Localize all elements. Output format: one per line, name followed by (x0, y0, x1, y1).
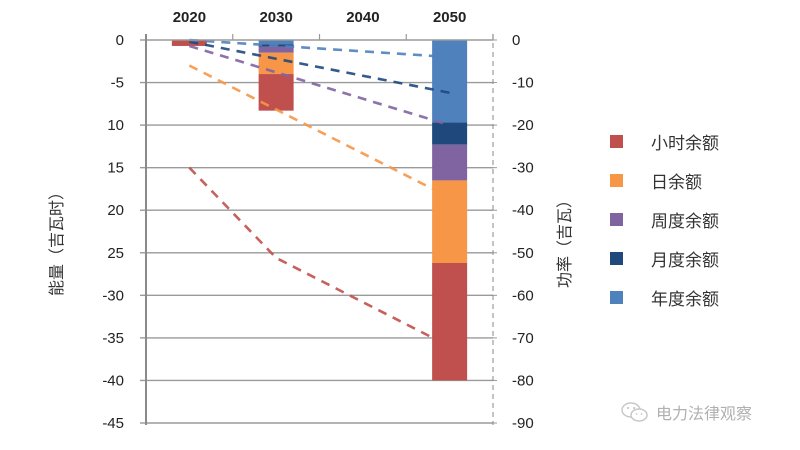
dashed-line (189, 38, 450, 59)
axes (140, 34, 497, 425)
legend: 小时余额 日余额 周度余额 月度余额 年度余额 (610, 122, 719, 317)
left-tick-labels: 0 -5 10 15 20 25 -30 -35 -40 -45 (102, 32, 124, 432)
bar-segment (258, 40, 294, 45)
left-tick-label: 10 (107, 117, 124, 134)
left-tick-label: -45 (102, 415, 124, 432)
left-tick-label: -35 (102, 330, 124, 347)
legend-swatch-hourly (610, 135, 623, 148)
right-tick-label: -30 (512, 160, 534, 177)
legend-item: 周度余额 (610, 200, 719, 239)
bar-segment (432, 144, 468, 181)
left-tick-label: 0 (116, 32, 124, 49)
right-tick-label: -90 (512, 415, 534, 432)
left-tick-label: -30 (102, 287, 124, 304)
legend-label: 周度余额 (651, 212, 719, 232)
legend-swatch-monthly (610, 252, 623, 265)
bar-segment (258, 46, 294, 53)
legend-label: 日余额 (651, 173, 702, 193)
x-tick-labels: 2020 2030 2040 2050 (173, 9, 467, 26)
right-tick-label: 0 (512, 32, 520, 49)
right-tick-label: -40 (512, 202, 534, 219)
bar-segment (432, 122, 468, 145)
bar-segment (432, 262, 468, 381)
right-tick-label: -70 (512, 330, 534, 347)
left-tick-label: -40 (102, 372, 124, 389)
right-tick-label: -80 (512, 372, 534, 389)
legend-label: 月度余额 (651, 251, 719, 271)
right-tick-label: -20 (512, 117, 534, 134)
right-tick-label: -60 (512, 287, 534, 304)
x-tick-label: 2020 (173, 9, 206, 26)
gridlines (146, 81, 493, 424)
x-tick-label: 2040 (346, 9, 379, 26)
bar-segment (432, 40, 468, 123)
dashed-line (188, 44, 451, 127)
legend-swatch-daily (610, 174, 623, 187)
legend-swatch-weekly (610, 213, 623, 226)
legend-item: 小时余额 (610, 122, 719, 161)
right-axis-title: 功率（吉瓦） (555, 192, 574, 288)
dashed-line (188, 64, 451, 199)
watermark-text: 电力法律观察 (656, 404, 753, 423)
legend-label: 小时余额 (651, 134, 719, 154)
right-tick-label: -50 (512, 245, 534, 262)
dashed-lines (188, 38, 451, 348)
x-tick-label: 2050 (433, 9, 466, 26)
watermark: 电力法律观察 (620, 400, 752, 424)
left-tick-label: 20 (107, 202, 124, 219)
legend-item: 月度余额 (610, 239, 719, 278)
wechat-icon (621, 402, 648, 422)
legend-swatch-yearly (610, 291, 623, 304)
right-tick-labels: 0 -10 -20 -30 -40 -50 -60 -70 -80 -90 (512, 32, 534, 432)
left-axis-title: 能量（吉瓦时） (47, 184, 66, 296)
bar-segment (258, 52, 294, 75)
dashed-line (189, 40, 450, 95)
left-tick-label: -5 (111, 75, 124, 92)
bars (171, 40, 468, 381)
bar-segment (258, 74, 294, 111)
bar-segment (432, 180, 468, 263)
dashed-line (188, 166, 451, 348)
legend-item: 年度余额 (610, 278, 719, 317)
x-tick-label: 2030 (259, 9, 292, 26)
legend-item: 日余额 (610, 161, 719, 200)
legend-label: 年度余额 (651, 290, 719, 310)
left-tick-label: 25 (107, 245, 124, 262)
right-tick-label: -10 (512, 75, 534, 92)
left-tick-label: 15 (107, 160, 124, 177)
